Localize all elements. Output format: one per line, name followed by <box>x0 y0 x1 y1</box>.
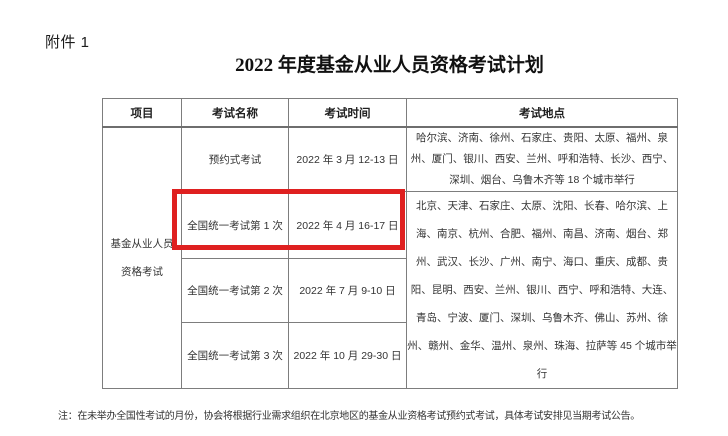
col-header-project: 项目 <box>102 98 182 128</box>
col-header-exam-time: 考试时间 <box>288 98 407 128</box>
table-header-row: 项目 考试名称 考试时间 考试地点 <box>102 98 678 128</box>
exam-time-cell: 2022 年 3 月 12-13 日 <box>288 126 407 192</box>
table-row: 全国统一考试第 3 次 2022 年 10 月 29-30 日 <box>103 321 678 390</box>
col-header-exam-name: 考试名称 <box>181 98 289 128</box>
exam-schedule-table: 项目 考试名称 考试时间 考试地点 基金从业人员 资格考试 预约式考试 2022… <box>102 98 678 390</box>
page-title: 2022 年度基金从业人员资格考试计划 <box>235 55 544 76</box>
attachment-label: 附件 1 <box>45 34 90 51</box>
col-header-exam-location: 考试地点 <box>406 98 678 128</box>
exam-name-cell: 预约式考试 <box>181 126 289 192</box>
project-cell: 基金从业人员 资格考试 <box>102 126 182 389</box>
project-label-line1: 基金从业人员 <box>110 238 174 250</box>
project-label-line2: 资格考试 <box>121 266 163 278</box>
exam-time-cell: 2022 年 7 月 9-10 日 <box>288 258 407 323</box>
footnote: 注：在未举办全国性考试的月份，协会将根据行业需求组织在北京地区的基金从业资格考试… <box>58 411 640 422</box>
exam-time-cell: 2022 年 10 月 29-30 日 <box>288 321 407 390</box>
exam-name-cell: 全国统一考试第 3 次 <box>181 321 289 390</box>
table-row: 基金从业人员 资格考试 预约式考试 2022 年 3 月 12-13 日 哈尔滨… <box>102 126 678 389</box>
location-cell-merged: 北京、天津、石家庄、太原、沈阳、长春、哈尔滨、上海、南京、杭州、合肥、福州、南昌… <box>406 191 678 389</box>
exam-name-cell: 全国统一考试第 2 次 <box>181 258 289 323</box>
red-highlight-box <box>172 189 405 250</box>
table-row: 全国统一考试第 2 次 2022 年 7 月 9-10 日 <box>103 258 678 323</box>
location-cell: 哈尔滨、济南、徐州、石家庄、贵阳、太原、福州、泉州、厦门、银川、西安、兰州、呼和… <box>406 126 678 192</box>
